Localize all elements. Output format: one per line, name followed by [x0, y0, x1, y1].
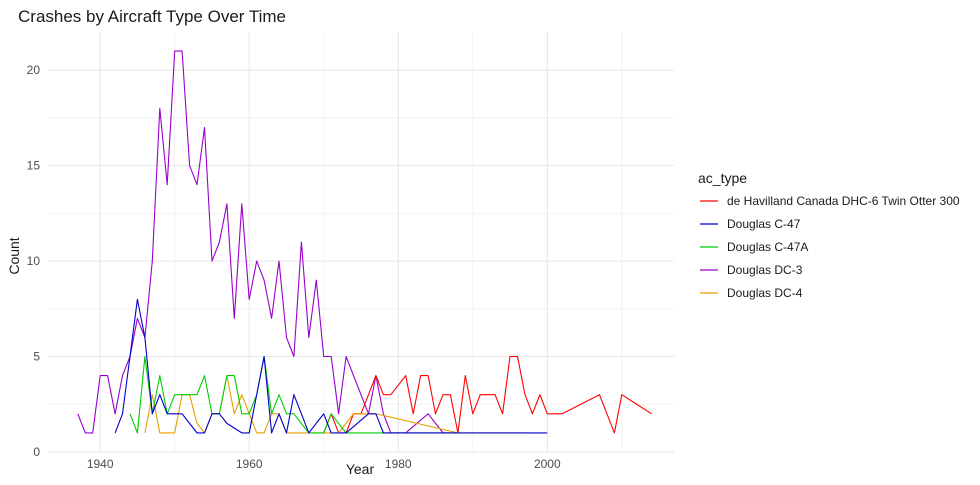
series-line-0 [323, 355, 652, 434]
legend-item: Douglas DC-3 [700, 263, 803, 277]
legend-title: ac_type [698, 170, 747, 186]
legend-label: Douglas DC-4 [727, 286, 803, 300]
legend-label: Douglas C-47A [727, 240, 808, 254]
y-tick-label: 10 [27, 254, 41, 268]
legend-item: Douglas C-47 [700, 217, 801, 231]
chart-title: Crashes by Aircraft Type Over Time [18, 7, 286, 26]
y-tick-label: 0 [33, 445, 40, 459]
grid [48, 32, 674, 453]
legend-label: Douglas C-47 [727, 217, 801, 231]
y-axis-title: Count [6, 237, 22, 274]
x-tick-label: 1980 [385, 457, 412, 471]
y-tick-label: 15 [27, 159, 41, 173]
legend: ac_type de Havilland Canada DHC-6 Twin O… [698, 170, 960, 300]
series-lines [77, 50, 652, 434]
x-axis-title: Year [346, 461, 375, 477]
x-tick-label: 1960 [236, 457, 263, 471]
series-line-4 [144, 375, 525, 434]
y-tick-label: 5 [33, 350, 40, 364]
legend-item: Douglas DC-4 [700, 286, 803, 300]
axis-ticks: 1940 1960 1980 2000 0 5 10 15 20 [27, 63, 561, 471]
x-tick-label: 2000 [534, 457, 561, 471]
legend-label: de Havilland Canada DHC-6 Twin Otter 300 [727, 194, 960, 208]
legend-item: Douglas C-47A [700, 240, 808, 254]
series-line-1 [114, 298, 548, 434]
y-tick-label: 20 [27, 63, 41, 77]
legend-item: de Havilland Canada DHC-6 Twin Otter 300 [700, 194, 960, 208]
x-tick-label: 1940 [87, 457, 114, 471]
series-line-3 [77, 50, 451, 434]
legend-label: Douglas DC-3 [727, 263, 803, 277]
